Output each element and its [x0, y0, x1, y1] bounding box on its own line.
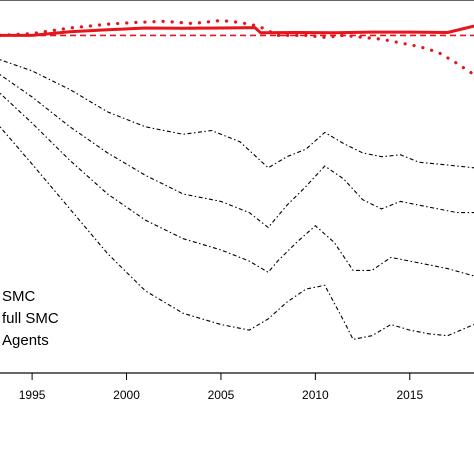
- x-tick-label-1995: 1995: [19, 388, 46, 402]
- plot-frame: [0, 0, 474, 374]
- x-axis: 1995 2000 2005 2010 2015: [19, 373, 423, 402]
- series-line-3: [0, 18, 474, 77]
- legend-entry-smc: SMC: [2, 288, 36, 305]
- x-tick-label-2015: 2015: [396, 388, 423, 402]
- series-line-5: [0, 74, 474, 229]
- x-tick-label-2000: 2000: [113, 388, 140, 402]
- x-tick-label-2010: 2010: [302, 388, 329, 402]
- x-tick-label-2005: 2005: [208, 388, 235, 402]
- legend-entry-full-smc: full SMC: [2, 310, 59, 327]
- series-line-4: [0, 59, 474, 169]
- legend-entry-agents: Agents: [2, 332, 49, 349]
- series-line-7: [0, 126, 474, 340]
- series-line-6: [0, 92, 474, 277]
- series-layer: [0, 18, 474, 340]
- series-line-1: [0, 24, 474, 37]
